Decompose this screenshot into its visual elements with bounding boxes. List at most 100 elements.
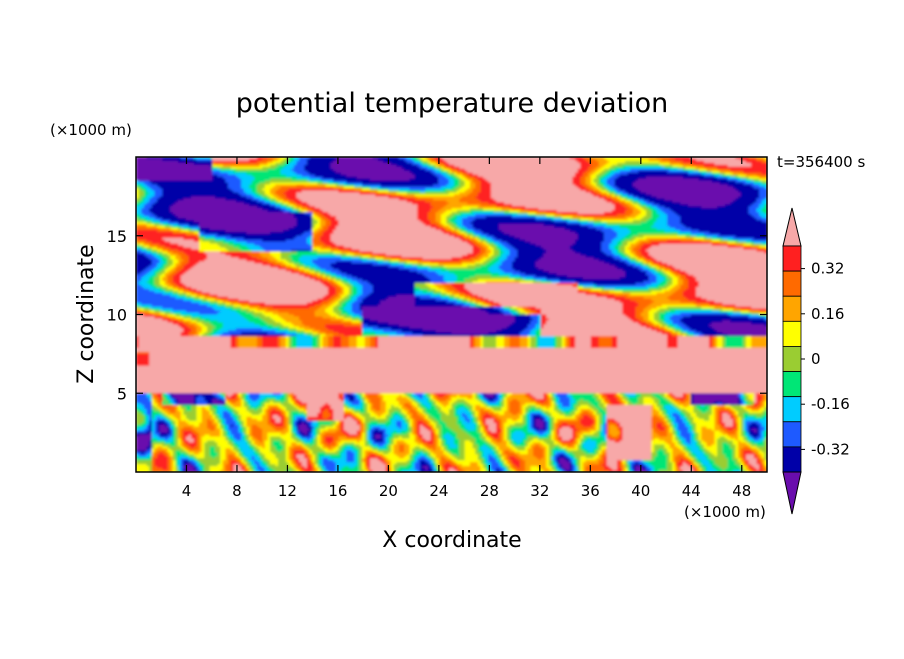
contour-cell [567,221,581,225]
contour-cell [362,314,513,318]
contour-cell [646,306,658,310]
contour-cell [143,190,148,194]
contour-cell [193,393,213,396]
contour-cell [646,284,658,288]
contour-cell [157,405,163,408]
contour-cell [304,407,308,410]
contour-cell [506,247,516,251]
contour-cell [690,397,694,400]
contour-cell [335,286,342,290]
contour-cell [359,251,374,255]
contour-cell [638,318,645,322]
contour-cell [611,227,629,231]
contour-cell [167,414,174,418]
contour-cell [157,407,161,410]
contour-cell [369,336,376,339]
contour-cell [196,326,203,329]
contour-cell [625,271,647,274]
contour-cell [764,158,767,162]
contour-cell [674,328,681,331]
contour-cell [262,340,279,343]
contour-cell [580,180,587,184]
contour-cell [506,326,529,329]
contour-cell [551,405,555,408]
contour-cell [151,206,171,209]
contour-cell [680,326,689,329]
contour-cell [456,176,460,180]
contour-cell [170,318,179,322]
contour-cell [364,338,371,341]
contour-cell [622,255,629,259]
contour-cell [667,283,673,286]
contour-cell [651,212,658,215]
contour-cell [638,397,645,400]
contour-cell [280,409,284,412]
contour-cell [656,320,663,323]
contour-cell [246,241,308,245]
contour-cell [136,279,142,282]
contour-cell [183,298,195,302]
contour-cell [427,218,437,221]
contour-cell [338,221,424,225]
contour-cell [136,401,153,404]
contour-cell [246,407,250,410]
contour-cell [335,296,342,300]
contour-cell [696,412,713,416]
contour-cell [577,233,605,237]
contour-cell [740,401,744,404]
contour-cell [162,397,166,400]
contour-cell [575,401,579,404]
contour-cell [472,342,476,345]
contour-cell [648,277,658,280]
contour-cell [206,334,213,337]
contour-cell [764,393,767,396]
contour-cell [164,397,169,400]
contour-cell [170,255,177,259]
contour-cell [136,239,148,243]
contour-cell [388,410,395,414]
contour-cell [456,190,466,194]
contour-cell [435,288,445,292]
contour-cell [317,308,326,312]
contour-cell [243,401,248,404]
contour-cell [346,180,439,184]
contour-cell [496,340,505,343]
contour-cell [288,340,292,343]
contour-cell [320,410,324,414]
contour-cell [711,407,716,410]
contour-cell [188,288,198,292]
contour-cell [603,231,618,235]
contour-cell [291,257,300,260]
contour-cell [651,216,660,219]
contour-cell [401,194,416,197]
contour-cell [188,257,208,260]
contour-cell [575,405,581,408]
contour-cell [283,229,311,233]
contour-cell [367,281,432,284]
contour-cell [504,410,510,414]
contour-cell [222,176,240,180]
contour-cell [136,349,767,353]
contour-cell [333,302,340,306]
contour-cell [225,399,229,402]
contour-cell [335,273,347,276]
contour-cell [212,158,250,162]
contour-cell [369,178,411,182]
contour-cell [272,255,282,259]
contour-cell [738,410,750,414]
contour-cell [761,200,767,203]
contour-cell [422,334,521,337]
contour-cell [585,158,597,162]
contour-cell [551,281,560,284]
contour-cell [296,397,340,400]
contour-cell [509,340,521,343]
contour-cell [341,275,353,278]
contour-cell [454,174,458,178]
contour-cell [646,214,652,217]
contour-cell [596,412,602,416]
contour-cell [136,259,153,262]
contour-cell [325,271,332,274]
contour-cell [199,332,205,335]
contour-cell [175,407,179,410]
contour-cell [651,210,658,213]
